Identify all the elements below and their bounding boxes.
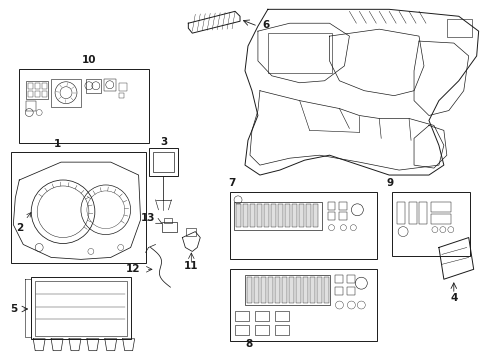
Bar <box>312 204 317 227</box>
Bar <box>396 202 404 224</box>
Text: 9: 9 <box>386 178 393 188</box>
Bar <box>284 204 289 227</box>
Text: 7: 7 <box>228 178 236 188</box>
Bar <box>305 204 310 227</box>
Text: 10: 10 <box>81 55 96 65</box>
Bar <box>335 287 343 295</box>
Bar <box>446 19 471 37</box>
Bar <box>254 311 268 321</box>
Bar <box>28 91 33 96</box>
Bar <box>243 204 247 227</box>
Bar <box>309 277 314 303</box>
Text: 1: 1 <box>54 139 61 149</box>
Bar <box>346 275 355 283</box>
Text: 5: 5 <box>10 304 17 314</box>
Bar <box>19 69 148 143</box>
Bar <box>267 277 272 303</box>
Bar <box>35 91 40 96</box>
Text: 2: 2 <box>16 212 31 233</box>
Bar <box>254 325 268 335</box>
Bar <box>235 311 248 321</box>
Bar <box>42 83 47 89</box>
Bar <box>346 287 355 295</box>
Text: 8: 8 <box>245 339 252 349</box>
Bar <box>35 83 40 89</box>
Bar <box>339 202 346 210</box>
Bar <box>327 212 335 220</box>
Bar <box>418 202 426 224</box>
Bar <box>298 204 303 227</box>
Text: 11: 11 <box>183 261 198 271</box>
Bar <box>86 79 101 93</box>
Bar <box>288 277 293 303</box>
Text: 4: 4 <box>449 293 457 303</box>
Bar <box>295 277 300 303</box>
Bar <box>148 148 178 176</box>
Bar <box>26 81 48 99</box>
Bar <box>26 100 36 111</box>
Bar <box>339 212 346 220</box>
Text: 13: 13 <box>141 213 155 223</box>
Bar <box>261 277 265 303</box>
Bar <box>270 204 275 227</box>
Bar <box>11 152 145 264</box>
Bar <box>235 325 248 335</box>
Bar <box>253 277 258 303</box>
Bar <box>236 204 241 227</box>
Bar <box>327 202 335 210</box>
Bar <box>31 277 130 339</box>
Bar <box>316 277 321 303</box>
Bar <box>230 192 376 260</box>
Bar <box>274 311 288 321</box>
Text: 6: 6 <box>262 20 268 30</box>
Text: 12: 12 <box>126 264 141 274</box>
Bar <box>119 83 126 91</box>
Bar <box>277 204 282 227</box>
Bar <box>186 228 196 235</box>
Bar <box>391 192 469 256</box>
Bar <box>249 204 254 227</box>
Bar <box>408 202 416 224</box>
Bar <box>267 33 332 73</box>
Bar <box>335 275 343 283</box>
Bar <box>323 277 328 303</box>
Bar <box>28 83 33 89</box>
Bar <box>42 91 47 96</box>
Bar <box>119 93 123 98</box>
Bar <box>291 204 296 227</box>
Bar <box>246 277 251 303</box>
Bar <box>264 204 268 227</box>
Bar <box>35 281 126 336</box>
Bar <box>256 204 262 227</box>
Bar <box>51 79 81 107</box>
Bar <box>274 325 288 335</box>
Bar <box>162 222 177 231</box>
Bar <box>302 277 307 303</box>
Bar <box>430 202 450 212</box>
Bar <box>230 269 376 341</box>
Bar <box>281 277 286 303</box>
Bar <box>244 275 329 305</box>
Bar <box>152 152 174 172</box>
Bar <box>274 277 279 303</box>
Bar <box>164 218 172 223</box>
Bar <box>103 79 116 91</box>
Bar <box>430 214 450 224</box>
Bar <box>234 202 321 230</box>
Text: 3: 3 <box>160 137 167 147</box>
